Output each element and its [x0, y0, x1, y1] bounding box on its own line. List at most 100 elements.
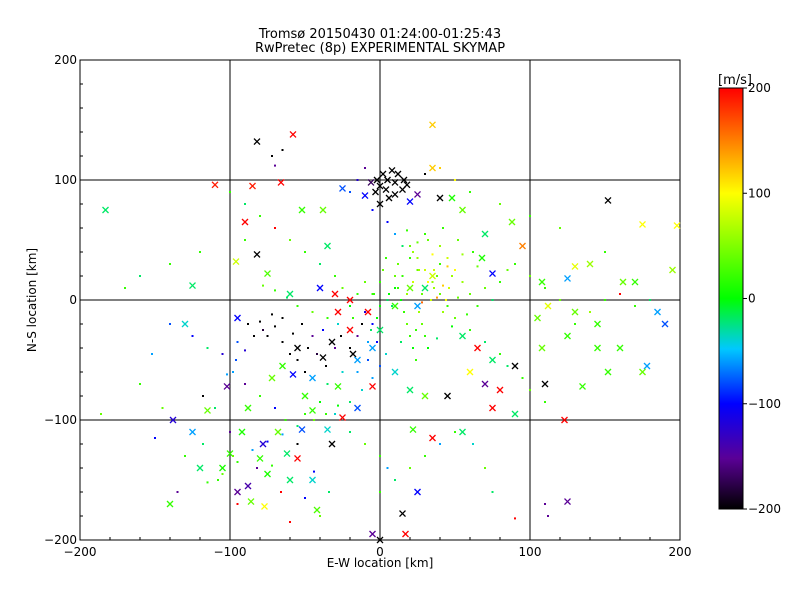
scatter-dot: [325, 413, 327, 415]
scatter-dot: [311, 311, 314, 313]
scatter-cross: [594, 344, 601, 352]
scatter-cross: [403, 181, 411, 189]
scatter-dot: [376, 341, 378, 343]
scatter-cross: [277, 178, 285, 186]
scatter-dot: [356, 335, 359, 337]
scatter-dot: [244, 349, 246, 352]
scatter-dot: [529, 389, 531, 391]
scatter-dot: [341, 287, 344, 289]
scatter-cross: [429, 164, 436, 172]
scatter-dot: [406, 293, 408, 295]
scatter-cross: [639, 368, 646, 376]
scatter-dot: [281, 149, 284, 151]
scatter-dot: [301, 323, 303, 325]
scatter-dot: [361, 389, 363, 391]
scatter-dot: [451, 325, 453, 328]
scatter-dot: [439, 167, 441, 169]
scatter-dot: [472, 443, 474, 445]
scatter-dot: [451, 275, 453, 277]
scatter-dot: [259, 395, 261, 397]
scatter-cross: [268, 374, 276, 382]
scatter-dot: [401, 275, 404, 277]
scatter-dot: [304, 497, 306, 499]
scatter-dot: [316, 353, 318, 355]
scatter-cross: [204, 406, 211, 414]
x-tick-label: 200: [669, 545, 692, 559]
scatter-cross: [334, 382, 342, 390]
scatter-dot: [161, 407, 164, 409]
scatter-dot: [379, 305, 381, 307]
scatter-dot: [244, 203, 246, 205]
scatter-dot: [202, 395, 204, 397]
scatter-dot: [436, 296, 438, 299]
scatter-cross: [346, 326, 354, 334]
scatter-cross: [586, 260, 594, 268]
scatter-cross: [594, 320, 601, 328]
scatter-cross: [474, 344, 481, 352]
colorbar-gradient: [718, 87, 744, 510]
scatter-dot: [421, 301, 423, 304]
scatter-cross: [481, 230, 489, 238]
scatter-cross: [319, 206, 327, 214]
scatter-cross: [259, 440, 267, 448]
scatter-dot: [100, 413, 102, 415]
scatter-dot: [379, 281, 381, 283]
scatter-cross: [489, 270, 496, 278]
scatter-dot: [199, 251, 201, 253]
scatter-dot: [364, 281, 366, 283]
scatter-dot: [184, 455, 186, 457]
scatter-dot: [367, 359, 369, 361]
scatter-dot: [427, 281, 429, 283]
scatter-dot: [284, 419, 287, 421]
scatter-dot: [442, 227, 444, 229]
scatter-dot: [442, 311, 444, 313]
scatter-cross: [379, 170, 387, 178]
scatter-dot: [371, 377, 374, 379]
scatter-cross: [102, 206, 109, 214]
scatter-dot: [406, 323, 408, 325]
scatter-cross: [261, 502, 268, 510]
scatter-dot: [221, 353, 224, 355]
y-tick-label: 100: [54, 173, 77, 187]
scatter-cross: [309, 476, 316, 484]
scatter-dot: [296, 443, 299, 445]
scatter-dot: [364, 443, 366, 445]
scatter-dot: [334, 347, 336, 349]
scatter-dot: [232, 455, 234, 457]
scatter-dot: [322, 329, 324, 331]
scatter-cross: [298, 426, 306, 434]
scatter-cross: [402, 530, 409, 538]
scatter-cross: [436, 194, 444, 202]
plot-area: −200 −100 0 100 200 −200 −100 0 100 200: [44, 53, 691, 559]
scatter-cross: [264, 270, 271, 278]
scatter-dot: [236, 503, 239, 505]
scatter-dot: [274, 289, 276, 292]
scatter-dot: [356, 371, 359, 373]
scatter-cross: [324, 426, 331, 434]
scatter-cross: [631, 278, 639, 286]
scatter-dot: [151, 353, 153, 355]
scatter-cross: [339, 184, 346, 192]
colorbar-ticks: 200 100 0 −100 −200: [743, 81, 781, 516]
x-tick-label: 100: [519, 545, 542, 559]
scatter-dot: [235, 359, 237, 361]
scatter-cross: [571, 262, 579, 270]
scatter-dot: [439, 443, 441, 445]
scatter-dot: [499, 281, 501, 283]
scatter-cross: [544, 302, 552, 310]
scatter-dot: [403, 311, 405, 313]
scatter-cross: [466, 368, 474, 376]
scatter-dot: [454, 431, 456, 433]
scatter-dot: [341, 371, 344, 373]
scatter-cross: [643, 362, 651, 370]
scatter-cross: [346, 296, 354, 304]
scatter-cross: [616, 344, 624, 352]
scatter-dot: [446, 265, 449, 268]
scatter-dot: [376, 317, 378, 319]
scatter-dot: [373, 293, 375, 295]
scatter-cross: [232, 258, 240, 266]
scatter-dot: [334, 413, 336, 415]
scatter-dot: [379, 365, 381, 367]
scatter-cross: [385, 194, 393, 202]
scatter-cross: [421, 284, 429, 292]
